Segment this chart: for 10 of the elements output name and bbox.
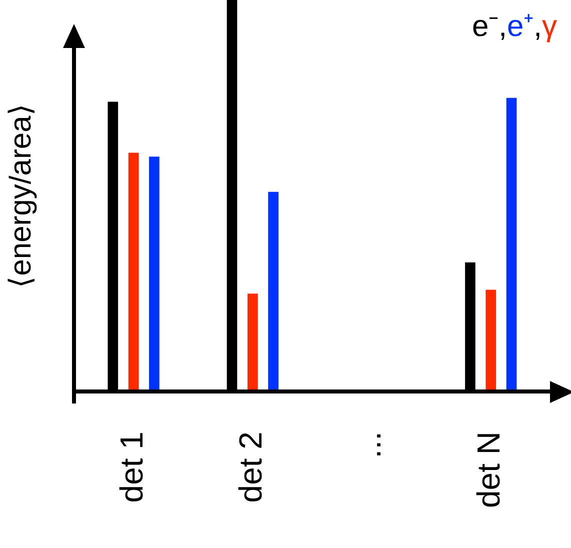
series-label: e⁺ bbox=[506, 10, 534, 43]
text: e⁻ bbox=[472, 10, 499, 43]
annotation: , bbox=[534, 10, 542, 43]
y-axis-title: ⟨energy/area⟩ bbox=[4, 104, 38, 288]
x-tick-label: det N bbox=[470, 432, 507, 508]
x-tick-label: det 2 bbox=[232, 432, 268, 503]
x-tick-label: det 1 bbox=[113, 432, 150, 503]
x-tick-label: ... bbox=[352, 432, 388, 458]
text: γ bbox=[542, 10, 557, 43]
annotation: , bbox=[498, 10, 507, 43]
